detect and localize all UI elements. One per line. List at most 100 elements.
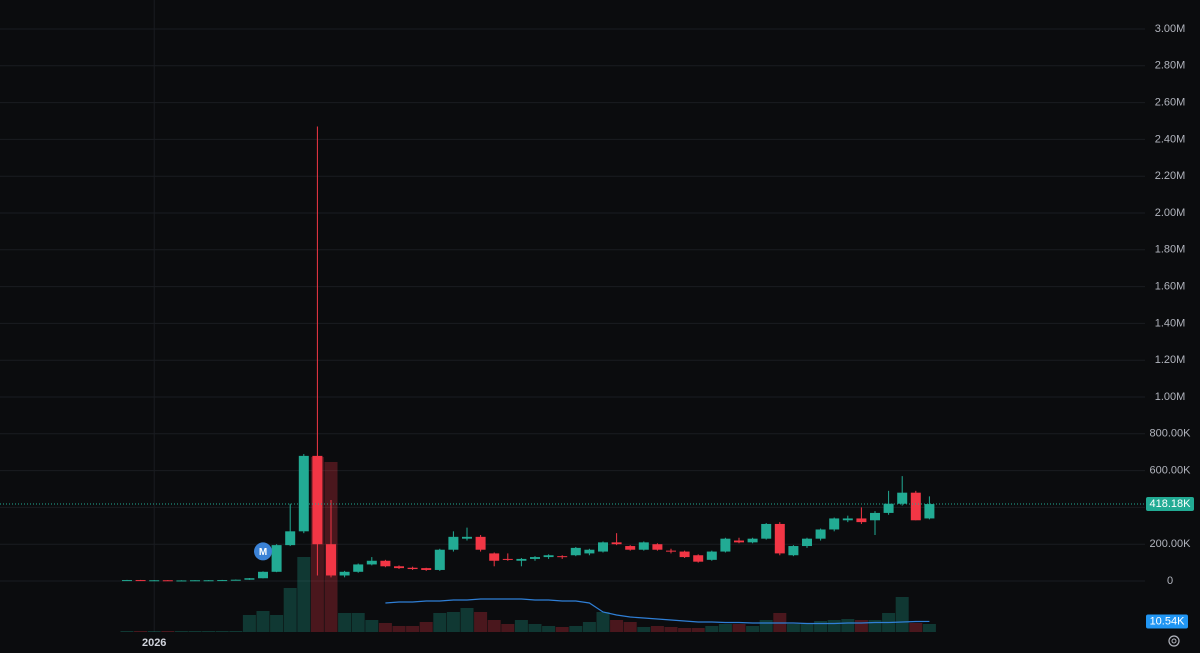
y-tick-label: 2.20M bbox=[1155, 170, 1186, 182]
volume-bar bbox=[297, 557, 311, 632]
volume-bar bbox=[678, 628, 692, 632]
y-tick-label: 1.20M bbox=[1155, 354, 1186, 366]
candle-body bbox=[339, 571, 350, 576]
volume-bar bbox=[718, 624, 732, 632]
event-marker[interactable] bbox=[254, 542, 272, 561]
volume-bar bbox=[800, 624, 814, 632]
candle-body bbox=[693, 555, 704, 562]
candle-body bbox=[407, 567, 418, 570]
volume-bar bbox=[174, 631, 188, 632]
candle-body bbox=[910, 492, 921, 521]
last-price-label: 418.18K bbox=[1150, 498, 1192, 510]
volume-bar bbox=[188, 631, 202, 632]
volume-bar bbox=[759, 620, 773, 632]
candle-body bbox=[462, 536, 472, 539]
candle-body bbox=[162, 580, 173, 582]
candle-body bbox=[720, 538, 731, 552]
candle-body bbox=[244, 578, 255, 580]
volume-bar bbox=[134, 631, 148, 632]
candle-body bbox=[570, 547, 581, 556]
candle-body bbox=[788, 546, 799, 556]
y-tick-label: 200.00K bbox=[1150, 538, 1192, 550]
volume-bar bbox=[242, 615, 256, 632]
candle-body bbox=[625, 546, 636, 550]
y-tick-label: 2.60M bbox=[1155, 97, 1186, 109]
volume-bar bbox=[650, 626, 664, 632]
volume-bar bbox=[365, 620, 379, 632]
volume-bar bbox=[854, 620, 868, 632]
volume-bar bbox=[283, 588, 297, 632]
grid bbox=[0, 0, 1145, 632]
volume-bar bbox=[147, 631, 161, 632]
candle-body bbox=[638, 542, 649, 550]
candle-body bbox=[734, 540, 744, 543]
candle-body bbox=[489, 553, 500, 561]
y-tick-label: 0 bbox=[1167, 575, 1173, 587]
volume-bar bbox=[501, 624, 515, 632]
volume-bar bbox=[474, 612, 488, 632]
candle-body bbox=[747, 538, 758, 543]
y-tick-label: 2.40M bbox=[1155, 133, 1186, 145]
y-tick-label: 800.00K bbox=[1150, 428, 1192, 440]
settings-icon[interactable] bbox=[1168, 635, 1180, 647]
y-tick-label: 2.00M bbox=[1155, 207, 1186, 219]
candle-body bbox=[706, 551, 717, 560]
volume-bar bbox=[392, 626, 406, 632]
volume-bar bbox=[705, 626, 719, 632]
volume-bar bbox=[460, 608, 474, 632]
last-price-box bbox=[1146, 497, 1194, 512]
candle-body bbox=[135, 580, 146, 582]
y-tick-label: 2.80M bbox=[1155, 60, 1186, 72]
candle-body bbox=[516, 558, 527, 561]
volume-ma-box bbox=[1146, 614, 1188, 629]
candle-body bbox=[366, 560, 377, 565]
candle-body bbox=[897, 492, 908, 504]
candle-body bbox=[842, 518, 853, 521]
volume-ma-line bbox=[385, 598, 930, 625]
volume-bar bbox=[827, 620, 841, 632]
volume-bar bbox=[215, 631, 229, 632]
y-axis: 0200.00K400.00K600.00K800.00K1.00M1.20M1… bbox=[142, 23, 1194, 649]
volume-bar bbox=[528, 624, 542, 632]
candles: M bbox=[0, 126, 1145, 582]
y-tick-label: 1.40M bbox=[1155, 317, 1186, 329]
candle-body bbox=[176, 580, 187, 582]
event-marker-label: M bbox=[259, 547, 267, 558]
candle-body bbox=[761, 523, 772, 539]
candle-body bbox=[353, 564, 364, 572]
candle-body bbox=[530, 557, 540, 559]
candle-body bbox=[924, 504, 935, 519]
volume-bar bbox=[338, 613, 352, 632]
candle-body bbox=[856, 518, 867, 523]
volume-bar bbox=[256, 611, 270, 632]
candle-body bbox=[802, 538, 812, 547]
volume-bar bbox=[419, 622, 433, 632]
candle-body bbox=[584, 549, 595, 554]
candle-body bbox=[774, 523, 785, 554]
candle-body bbox=[285, 531, 296, 546]
volume-bar bbox=[351, 613, 365, 632]
candle-body bbox=[666, 550, 676, 552]
volume-ma-label: 10.54K bbox=[1150, 615, 1186, 627]
volume-bar bbox=[569, 626, 583, 632]
candle-body bbox=[611, 542, 622, 545]
candle-body bbox=[598, 542, 608, 552]
volume-bar bbox=[406, 626, 420, 632]
volume-bar bbox=[229, 631, 243, 632]
volume-bar bbox=[596, 612, 610, 632]
volume-bar bbox=[746, 626, 760, 632]
x-tick-label: 2026 bbox=[142, 637, 166, 649]
volume-bar bbox=[555, 627, 569, 632]
volume-bar bbox=[664, 627, 678, 632]
candle-body bbox=[258, 571, 268, 579]
volume-bar bbox=[691, 628, 705, 632]
candle-body bbox=[149, 580, 160, 582]
volume-bar bbox=[895, 597, 909, 632]
volume-bar bbox=[446, 612, 460, 632]
candle-body bbox=[815, 529, 826, 539]
volume-bar bbox=[120, 631, 134, 632]
volume-bar bbox=[161, 631, 175, 632]
candle-body bbox=[475, 536, 486, 550]
volume-bar bbox=[487, 620, 501, 632]
